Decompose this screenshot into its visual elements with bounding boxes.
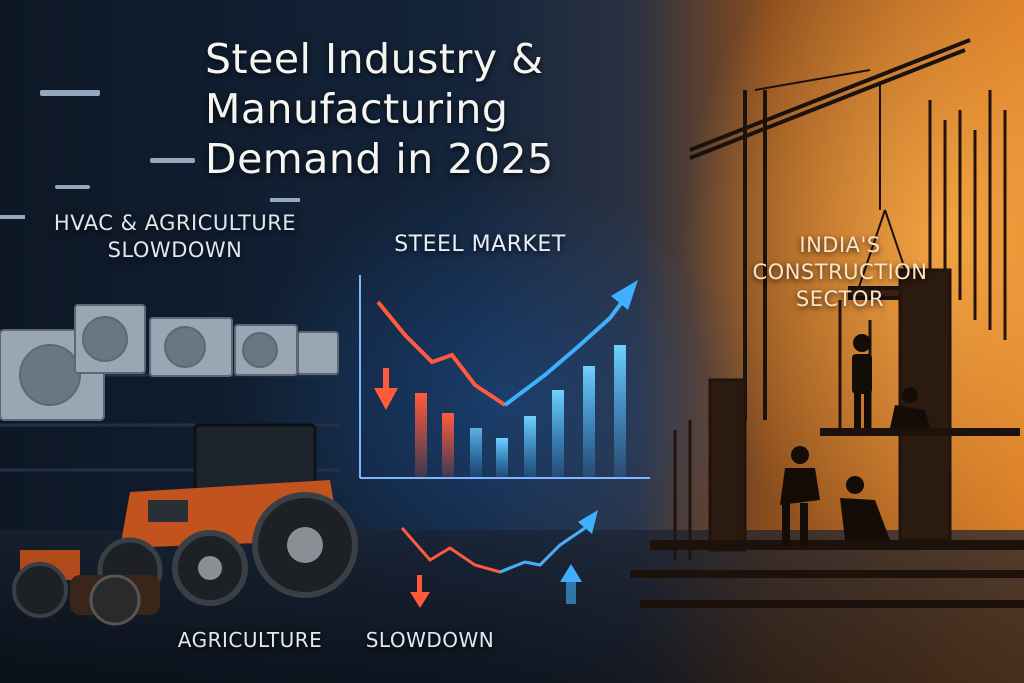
india-construction-label: INDIA'S CONSTRUCTION SECTOR bbox=[740, 232, 940, 313]
label-line: SLOWDOWN bbox=[107, 238, 243, 262]
air-conditioner-icon bbox=[0, 304, 339, 421]
label-line: SECTOR bbox=[795, 287, 885, 311]
decline-arrow-icon bbox=[410, 575, 430, 608]
slowdown-label: SLOWDOWN bbox=[365, 628, 495, 652]
page-title: Steel Industry & Manufacturing Demand in… bbox=[205, 34, 585, 184]
worker-silhouettes bbox=[780, 334, 930, 545]
tractor-icon bbox=[97, 423, 358, 606]
title-line: Manufacturing bbox=[205, 85, 509, 133]
crane-icon bbox=[689, 38, 971, 420]
hvac-agriculture-label: HVAC & AGRICULTURE SLOWDOWN bbox=[40, 210, 310, 264]
rebar-columns bbox=[673, 90, 1007, 560]
growth-arrow-icon bbox=[560, 564, 582, 604]
steel-market-chart bbox=[359, 275, 650, 479]
slowdown-chart bbox=[400, 510, 598, 608]
label-line: INDIA'S bbox=[799, 233, 881, 257]
title-line: Steel Industry & bbox=[205, 35, 544, 83]
steel-market-label: STEEL MARKET bbox=[394, 232, 566, 257]
title-line: Demand in 2025 bbox=[205, 135, 554, 183]
agriculture-label: AGRICULTURE bbox=[177, 628, 323, 652]
decline-arrow-icon bbox=[374, 368, 398, 410]
ceiling-lights bbox=[0, 90, 300, 219]
label-line: CONSTRUCTION bbox=[752, 260, 928, 284]
label-line: HVAC & AGRICULTURE bbox=[53, 211, 297, 235]
scaffold-platform bbox=[630, 428, 1024, 608]
rotary-tiller bbox=[12, 550, 160, 626]
